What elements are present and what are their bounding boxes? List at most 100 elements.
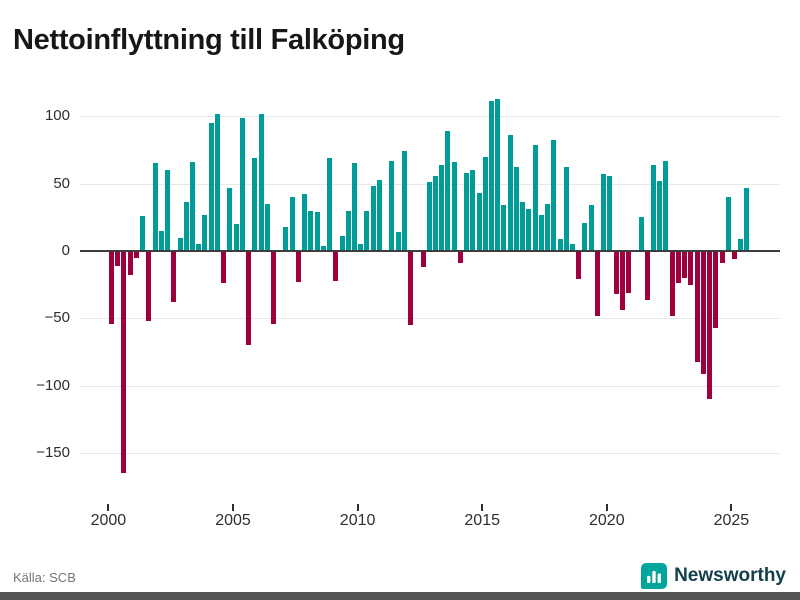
bar-positive [370,186,376,250]
bar-positive [638,217,644,250]
bar-negative [682,252,688,278]
bar-positive [302,194,308,250]
bar-positive [327,157,333,250]
bar-positive [401,151,407,250]
bar-positive [308,210,314,250]
bar-positive [507,135,513,250]
bar-positive [744,187,750,250]
x-axis-tick-label: 2010 [339,512,376,529]
bar-positive [283,226,289,250]
bar-positive [395,232,401,250]
source-note: Källa: SCB [13,570,76,585]
bar-negative [408,252,414,326]
bar-positive [601,174,607,250]
x-axis-tick [232,504,234,511]
gridline [80,318,780,320]
bar-positive [551,140,557,250]
bar-negative [127,252,133,276]
bar-positive [345,210,351,250]
bar-positive [364,210,370,250]
bar-positive [470,170,476,250]
bar-positive [513,167,519,250]
bar-negative [626,252,632,293]
bar-positive [208,122,214,250]
bar-positive [389,160,395,250]
bar-negative [171,252,177,303]
bar-negative [594,252,600,316]
bar-positive [202,214,208,250]
x-axis-tick [107,504,110,511]
x-axis-tick [481,504,484,511]
bar-positive [358,244,364,250]
bar-positive [538,214,544,250]
bar-positive [532,144,538,250]
page-title: Nettoinflyttning till Falköping [13,24,405,57]
bar-positive [196,244,202,250]
bar-positive [351,163,357,250]
bar-positive [426,182,432,250]
bar-positive [482,156,488,250]
newsworthy-icon [641,563,668,589]
bar-positive [183,202,189,250]
bar-negative [713,252,719,328]
bar-positive [158,230,164,250]
bar-positive [545,203,551,250]
bar-positive [264,203,270,250]
bar-negative [694,252,700,362]
brand-wordmark: Newsworthy [674,565,786,586]
x-axis-tick-label: 2025 [713,512,750,529]
bar-negative [457,252,463,264]
bar-negative [669,252,675,316]
bottom-strip [0,592,800,600]
bar-negative [732,252,737,260]
y-axis-tick-label: −50 [44,309,70,327]
y-axis-tick-label: 0 [61,242,70,259]
bar-positive [563,167,569,250]
bar-positive [339,236,345,250]
bar-positive [738,238,744,250]
bar-negative [675,252,681,284]
bar-positive [557,238,563,250]
x-axis-tick-label: 2020 [589,512,625,529]
bar-negative [246,252,252,346]
gridline [80,453,780,455]
bar-negative [719,252,725,264]
bar-positive [214,113,220,250]
bar-negative [109,252,114,324]
bar-positive [657,180,663,250]
y-axis-tick-label: 50 [53,174,70,192]
x-axis-tick [356,504,359,511]
bar-positive [464,172,470,250]
bar-negative [707,252,713,400]
x-axis-tick-label: 2000 [90,512,127,529]
bar-positive [189,162,195,250]
bar-positive [152,163,158,250]
bar-negative [221,252,227,284]
bar-positive [432,175,438,250]
bar-positive [445,131,451,250]
bar-positive [320,245,326,250]
bar-positive [376,179,382,250]
zero-axis-line [80,250,780,252]
bar-negative [295,252,301,282]
bar-negative [121,252,127,474]
bar-positive [165,170,171,250]
bar-positive [252,157,258,250]
brand-logo: Newsworthy [641,563,786,589]
x-axis-tick [730,504,733,511]
bar-negative [333,252,339,281]
x-axis-tick [605,504,608,511]
x-axis-tick-label: 2005 [215,512,251,529]
bar-positive [289,197,295,250]
bar-positive [582,222,588,250]
bar-negative [700,252,706,374]
bar-negative [613,252,619,295]
bar-positive [501,205,507,250]
bar-positive [495,98,501,250]
bar-positive [651,164,656,250]
bar-positive [570,244,576,250]
bar-positive [227,187,233,250]
bar-positive [663,160,669,250]
bar-positive [258,113,264,250]
bar-positive [607,175,613,250]
